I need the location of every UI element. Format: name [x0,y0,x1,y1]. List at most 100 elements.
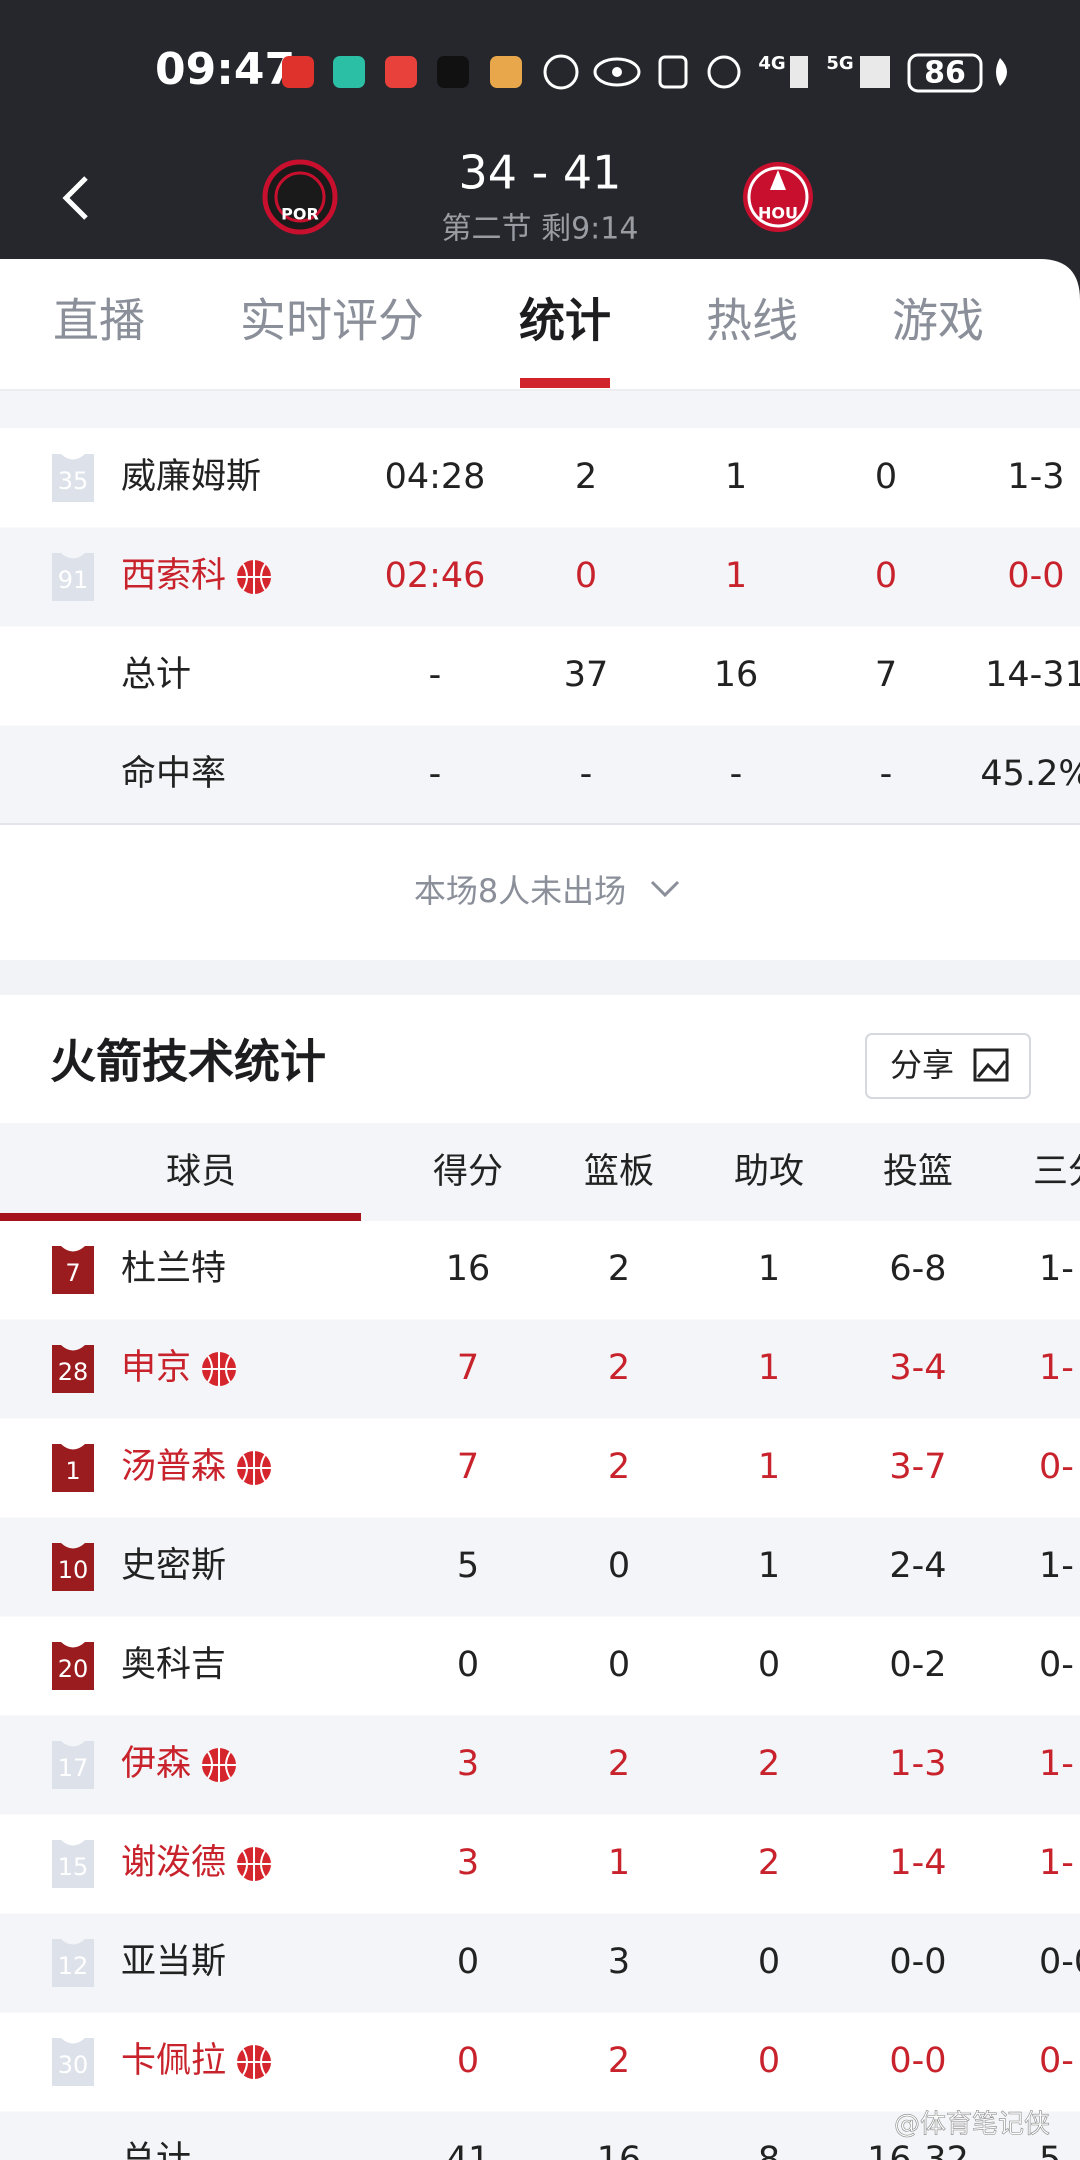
column-header[interactable]: 助攻 [734,1152,804,1192]
column-header-bg [0,1123,1080,1221]
jersey-number: 17 [58,1754,89,1782]
home-logo [262,159,338,235]
jersey-icon [52,1345,94,1393]
stat-value: 0-2 [889,1645,946,1685]
stat-value: 14-31 [985,655,1080,695]
stat-value: 0 [608,1645,630,1685]
stat-value: 1- [1039,1744,1074,1784]
stat-value: 1-3 [889,1744,946,1784]
stat-value: 7 [875,655,897,695]
stat-value: 5 [457,1546,479,1586]
jersey-icon [52,1741,94,1789]
stat-value: 37 [564,655,609,695]
stat-value: 2 [608,1744,630,1784]
stat-value: 16 [714,655,759,695]
watermark: @体育笔记侠 [894,2110,1050,2140]
stat-value: 1 [758,1348,780,1388]
row-bg [0,1715,1080,1815]
stat-value: 1 [758,1447,780,1487]
stat-value: 04:28 [385,457,486,497]
jersey-icon [52,1939,94,1987]
player-name: 谢泼德 [121,1843,226,1883]
on-court-icon-lines [237,1847,272,1881]
stat-value: 1 [758,1249,780,1289]
stat-value: 2 [575,457,597,497]
stat-value: - [429,655,442,695]
stat-value: 41 [446,2140,491,2160]
away-team: HOU [758,204,798,223]
jersey-icon [52,1642,94,1690]
stat-value: 1- [1039,1546,1074,1586]
network-label: 4G [758,53,785,74]
stat-value: 0-0 [1007,556,1064,596]
jersey-number: 10 [58,1556,89,1584]
bench-note[interactable]: 本场8人未出场 [414,872,626,910]
jersey-number: 20 [58,1655,89,1683]
player-name: 史密斯 [121,1546,226,1586]
tab[interactable]: 游戏 [892,294,984,348]
tab[interactable]: 直播 [53,294,145,348]
stat-value: 0 [875,457,897,497]
player-name: 伊森 [121,1744,191,1784]
stat-value: 1-4 [889,1843,946,1883]
column-header[interactable]: 篮板 [584,1152,654,1192]
stat-value: 0 [457,2041,479,2081]
stat-value: 8 [758,2140,780,2160]
stat-value: 3 [457,1843,479,1883]
jersey-number: 12 [58,1952,89,1980]
stat-value: 1 [725,457,747,497]
away-logo [743,162,813,232]
jersey-icon [52,553,94,601]
section-title: 火箭技术统计 [50,1035,326,1089]
player-name: 奥科吉 [121,1645,226,1685]
rockets-table: 球员得分篮板助攻投篮三分7杜兰特16216-81-28申京7213-41-1汤普… [0,1152,1080,2160]
row-bg [0,2111,1080,2160]
row-bg [0,725,1080,825]
battery-level: 86 [924,56,966,91]
share-icon [973,1048,1009,1082]
player-name: 申京 [121,1348,191,1388]
on-court-icon-lines [237,2045,272,2079]
column-header[interactable]: 三分 [1033,1152,1080,1192]
tab[interactable]: 实时评分 [240,294,424,348]
stat-value: 0 [758,1645,780,1685]
stat-value: - [730,754,743,794]
player-name: 总计 [121,655,191,695]
stat-value: 0- [1039,1447,1074,1487]
jersey-icon [52,1246,94,1294]
stat-value: 1- [1039,1348,1074,1388]
back-button[interactable] [62,176,88,220]
stat-value: 5- [1039,2140,1074,2160]
stat-value: 1 [725,556,747,596]
on-court-icon-lines [202,1352,237,1386]
jersey-icon [52,1840,94,1888]
column-header[interactable]: 投篮 [883,1152,953,1192]
stat-value: 0-0 [889,2041,946,2081]
tab[interactable]: 统计 [519,294,611,348]
jersey-icon [52,454,94,502]
jersey-icon [52,2038,94,2086]
jersey-number: 1 [65,1457,80,1485]
stat-value: 16 [597,2140,642,2160]
tab-indicator [520,378,610,388]
jersey-number: 15 [58,1853,89,1881]
row-bg [0,1319,1080,1419]
stat-value: 02:46 [385,556,486,596]
jersey-number: 7 [65,1259,80,1287]
share-label: 分享 [890,1046,954,1084]
stat-value: 0-0 [1039,1942,1080,1982]
stat-value: 6-8 [889,1249,946,1289]
stat-value: 0- [1039,2041,1074,2081]
jersey-number: 35 [58,467,89,495]
stat-value: 2 [758,1744,780,1784]
tab[interactable]: 热线 [706,294,798,348]
expand-icon[interactable] [650,880,680,898]
stat-value: 2 [608,1348,630,1388]
stat-value: 7 [457,1348,479,1388]
clock: 09:47 [155,44,295,95]
on-court-icon-lines [237,560,272,594]
stat-value: 0 [758,1942,780,1982]
column-header[interactable]: 得分 [433,1152,503,1192]
stat-value: 0 [457,1645,479,1685]
